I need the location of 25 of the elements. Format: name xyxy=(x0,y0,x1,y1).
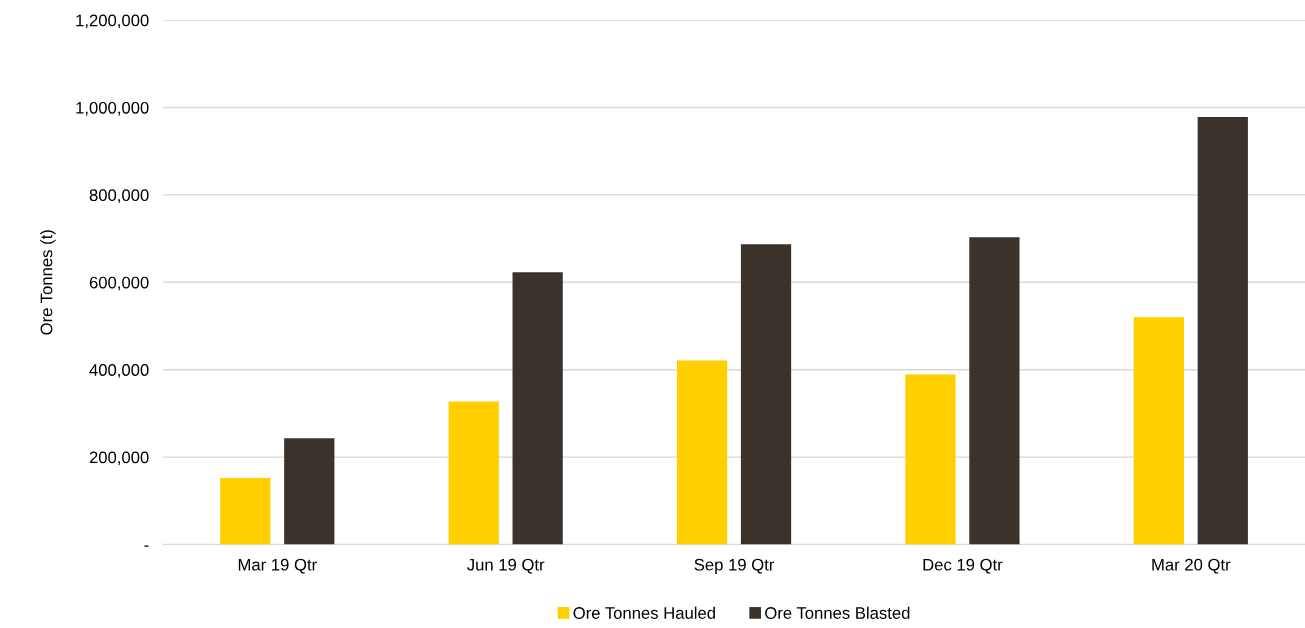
x-tick-label: Jun 19 Qtr xyxy=(467,558,545,574)
x-tick-label: Dec 19 Qtr xyxy=(923,558,1003,574)
bar xyxy=(512,272,563,545)
bar xyxy=(1133,317,1184,545)
y-tick-label: 1,200,000 xyxy=(76,14,149,29)
y-tick-label: 400,000 xyxy=(89,364,149,378)
bar xyxy=(676,360,728,545)
y-tick-label: 800,000 xyxy=(89,189,149,204)
y-tick-label: 200,000 xyxy=(89,451,149,466)
bar xyxy=(905,374,956,545)
legend-label: Ore Tonnes Blasted xyxy=(765,606,910,619)
legend-label: Ore Tonnes Hauled xyxy=(573,606,715,619)
bar xyxy=(1197,117,1248,545)
bar xyxy=(284,438,335,545)
x-tick-label: Mar 20 Qtr xyxy=(1152,558,1231,574)
bar xyxy=(448,401,499,545)
y-tick-label: 600,000 xyxy=(89,276,149,291)
x-tick-label: Sep 19 Qtr xyxy=(694,558,775,574)
y-axis-title: Ore Tonnes (t) xyxy=(40,230,56,335)
bar xyxy=(220,478,271,545)
x-tick-label: Mar 19 Qtr xyxy=(238,558,317,574)
bar xyxy=(740,244,792,545)
bar xyxy=(969,237,1020,545)
y-tick-label: - xyxy=(144,545,149,547)
y-tick-label: 1,000,000 xyxy=(76,101,149,116)
